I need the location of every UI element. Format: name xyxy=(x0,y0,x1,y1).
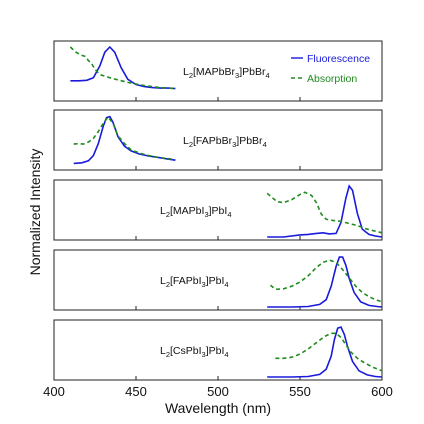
absorption-line xyxy=(73,115,176,161)
label-text: ]PbBr xyxy=(239,66,266,78)
absorption-line xyxy=(275,332,383,372)
legend: Fluorescence Absorption xyxy=(291,53,370,85)
x-tick-label: 450 xyxy=(125,384,147,399)
label-subscript: 4 xyxy=(263,140,267,149)
label-text: L xyxy=(160,205,166,217)
x-tick-label: 400 xyxy=(43,384,65,399)
y-axis-title: Normalized Intensity xyxy=(27,149,43,276)
label-subscript: 3 xyxy=(235,71,239,80)
panel-label: L2[CsPbI3]PbI4 xyxy=(160,345,229,359)
label-text: L xyxy=(183,66,189,78)
label-text: ]PbBr xyxy=(236,135,263,147)
panel-label: L2[FAPbBr3]PbBr4 xyxy=(183,135,267,149)
fluorescence-line xyxy=(267,184,383,238)
absorption-line xyxy=(69,46,176,90)
label-subscript: 3 xyxy=(232,140,236,149)
fluorescence-line xyxy=(70,45,176,90)
label-subscript: 4 xyxy=(224,280,228,289)
label-text: [MAPbBr xyxy=(193,66,236,78)
label-text: [MAPbI xyxy=(170,205,204,217)
label-text: L xyxy=(160,345,166,357)
x-axis: 400 450 500 550 600 xyxy=(43,384,393,399)
label-subscript: 3 xyxy=(202,280,206,289)
label-subscript: 2 xyxy=(166,210,170,219)
label-subscript: 4 xyxy=(227,210,231,219)
label-text: [FAPbI xyxy=(170,275,202,287)
x-tick-label: 600 xyxy=(371,384,393,399)
x-tick-label: 550 xyxy=(289,384,311,399)
panel-2: L2[FAPbBr3]PbBr4 xyxy=(53,109,383,171)
absorption-line xyxy=(266,191,383,234)
fluorescence-line xyxy=(267,256,383,308)
label-text: ]PbI xyxy=(206,275,225,287)
label-subscript: 4 xyxy=(265,71,269,80)
legend-label: Fluorescence xyxy=(307,53,370,65)
absorption-line xyxy=(269,259,383,303)
panel-label: L2[MAPbI3]PbI4 xyxy=(160,205,231,219)
panel-label: L2[MAPbBr3]PbBr4 xyxy=(183,66,270,80)
label-text: L xyxy=(160,275,166,287)
label-subscript: 2 xyxy=(166,350,170,359)
label-text: ]PbI xyxy=(206,345,225,357)
panel-3: L2[MAPbI3]PbI4 xyxy=(53,179,383,241)
label-subscript: 3 xyxy=(204,210,208,219)
panels-group: L2[MAPbBr3]PbBr4L2[FAPbBr3]PbBr4L2[MAPbI… xyxy=(53,40,383,381)
legend-label: Absorption xyxy=(307,73,357,85)
fluorescence-line xyxy=(73,115,176,165)
label-subscript: 2 xyxy=(189,71,193,80)
label-text: ]PbI xyxy=(209,205,228,217)
panel-1: L2[MAPbBr3]PbBr4 xyxy=(53,40,383,102)
panel-4: L2[FAPbI3]PbI4 xyxy=(53,249,383,311)
fluorescence-line xyxy=(267,326,383,378)
x-tick-label: 500 xyxy=(207,384,229,399)
label-subscript: 2 xyxy=(189,140,193,149)
x-axis-title: Wavelength (nm) xyxy=(165,400,271,416)
label-text: [CsPbI xyxy=(170,345,202,357)
label-text: L xyxy=(183,135,189,147)
label-subscript: 2 xyxy=(166,280,170,289)
panel-5: L2[CsPbI3]PbI4 xyxy=(53,319,383,381)
label-text: [FAPbBr xyxy=(193,135,233,147)
label-subscript: 4 xyxy=(224,350,228,359)
panel-label: L2[FAPbI3]PbI4 xyxy=(160,275,229,289)
label-subscript: 3 xyxy=(202,350,206,359)
